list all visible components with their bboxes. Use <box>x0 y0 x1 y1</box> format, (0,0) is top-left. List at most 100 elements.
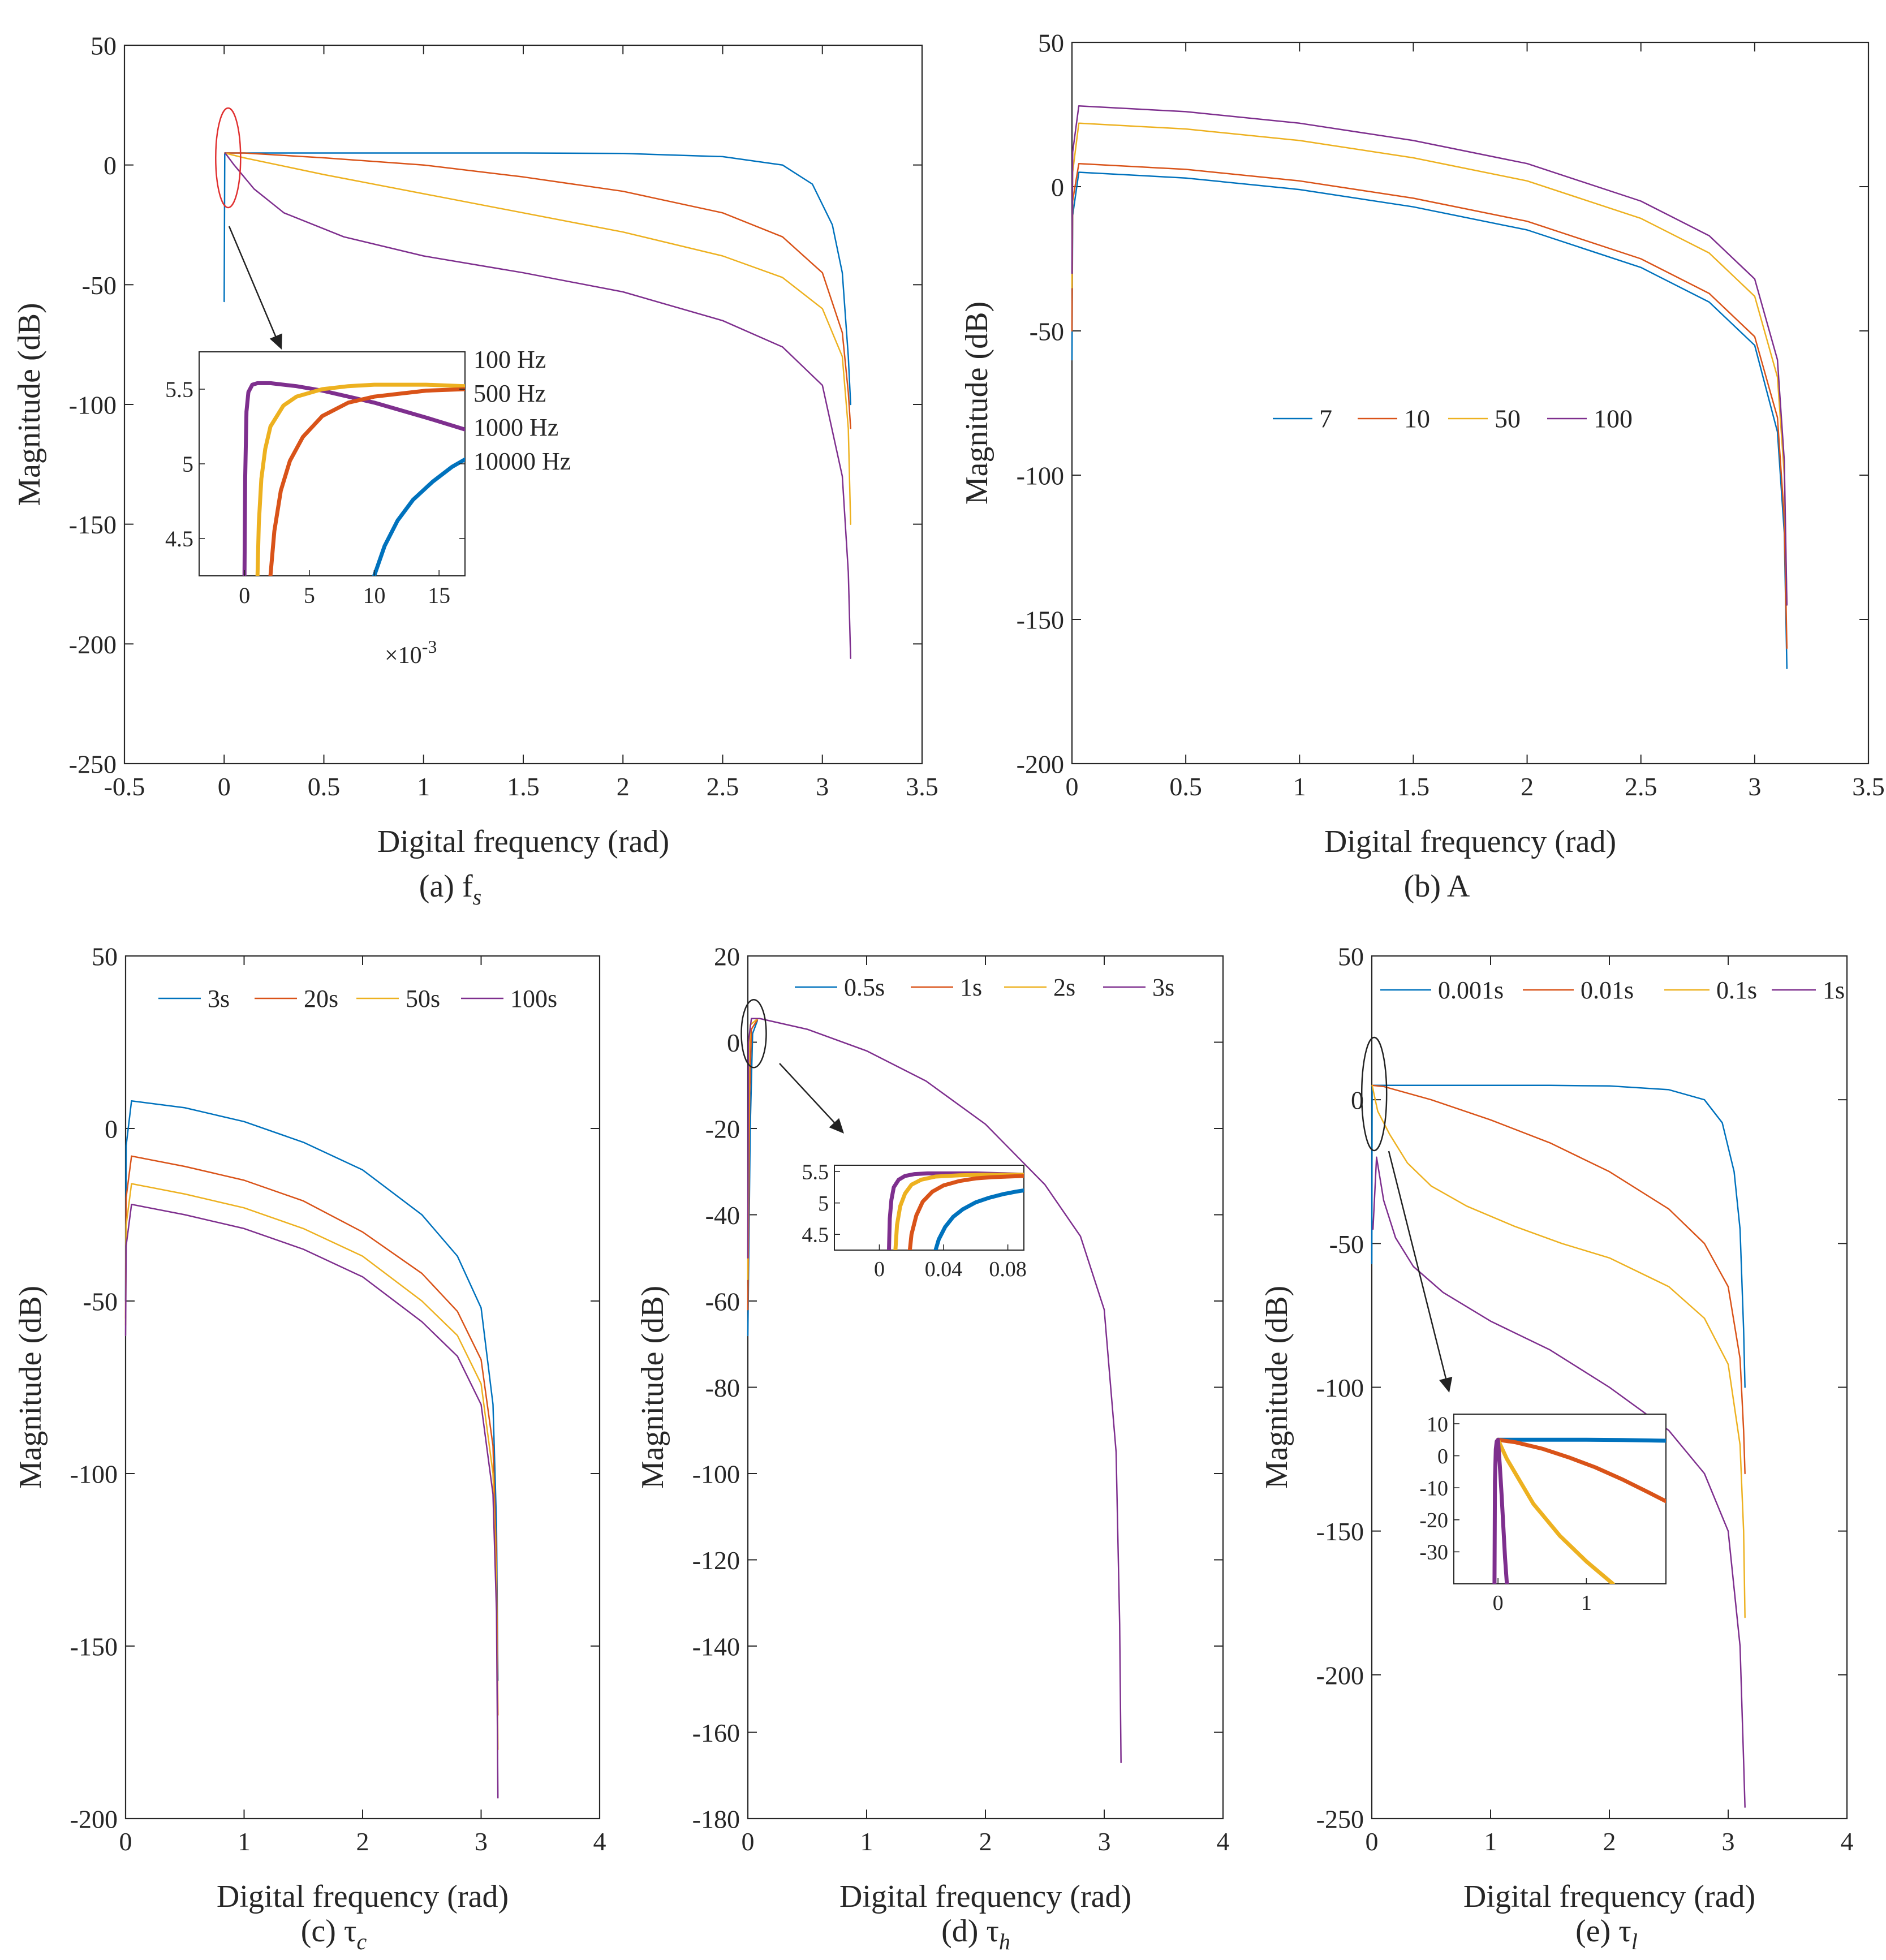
x-axis-label: Digital frequency (rad) <box>1324 824 1616 859</box>
inset-series-line <box>893 1173 1024 1250</box>
caption: (a) fs <box>419 869 481 910</box>
x-tick-label: 0.5 <box>308 772 341 801</box>
inset-y-tick-label: 0 <box>1437 1445 1448 1468</box>
inset-x-tick-label: 5 <box>304 583 315 608</box>
legend-label: 50s <box>406 985 440 1013</box>
x-tick-label: 4 <box>1841 1827 1854 1856</box>
series-line <box>223 152 851 406</box>
inset-y-tick-label: -20 <box>1419 1509 1448 1532</box>
series-line <box>1372 1156 1746 1808</box>
y-tick-label: -100 <box>70 1460 118 1489</box>
y-axis-label: Magnitude (dB) <box>13 1286 48 1489</box>
axes-box <box>1071 41 1870 765</box>
series-line <box>1071 105 1788 606</box>
inset-series-line <box>933 1188 1024 1250</box>
series-line <box>124 1100 499 1682</box>
y-tick-label: -150 <box>70 1632 118 1661</box>
x-tick-label: 3 <box>816 772 829 801</box>
legend-label: 10000 Hz <box>473 447 571 475</box>
inset-x-multiplier: ×10-3 <box>385 636 437 669</box>
zoom-highlight-ellipse <box>1360 1036 1388 1152</box>
legend-label: 100 <box>1594 404 1633 433</box>
x-tick-label: 0 <box>119 1827 132 1856</box>
panel-d: 0 1 2 3 4 -180 -160 -140 -120 -100 -80 -60 -40 -20 0 20… <box>635 942 1230 1954</box>
axes-box <box>124 955 601 1820</box>
series-line <box>1071 122 1788 606</box>
y-tick-label: -120 <box>692 1546 740 1575</box>
legend-label: 2s <box>1053 973 1075 1001</box>
legend-label: 7 <box>1319 404 1332 433</box>
y-tick-label: -250 <box>1316 1805 1364 1834</box>
inset-x-tick-label: 0 <box>874 1257 885 1281</box>
y-tick-label: -40 <box>705 1201 740 1230</box>
zoom-arrow-head <box>829 1118 844 1134</box>
y-axis-label: Magnitude (dB) <box>1259 1286 1294 1489</box>
y-tick-label: -200 <box>69 630 117 659</box>
y-tick-label: 0 <box>1051 173 1064 202</box>
zoom-highlight-ellipse <box>740 999 767 1069</box>
legend-label: 100 Hz <box>473 346 546 373</box>
x-tick-label: 1.5 <box>1397 772 1430 801</box>
x-axis-label: Digital frequency (rad) <box>1463 1879 1755 1914</box>
series-line <box>124 1183 499 1751</box>
legend: 0.5s 1s 2s 3s <box>795 973 1174 1001</box>
y-tick-label: -80 <box>705 1373 740 1402</box>
series-line <box>124 1203 499 1799</box>
y-tick-label: -100 <box>692 1460 740 1489</box>
panel-b: 0 0.5 1 1.5 2 2.5 3 3.5 -200 -150 -100 -50 0 50 Digita… <box>959 29 1885 904</box>
x-axis-label: Digital frequency (rad) <box>839 1879 1131 1914</box>
x-tick-label: 4 <box>1217 1827 1230 1856</box>
x-tick-label: 1 <box>860 1827 873 1856</box>
caption-subscript: h <box>999 1929 1010 1954</box>
inset-series-line <box>268 387 465 576</box>
caption: (d) τh <box>941 1914 1010 1954</box>
y-tick-label: -160 <box>692 1718 740 1747</box>
x-tick-label: 2.5 <box>1625 772 1657 801</box>
caption-main: (c) τ <box>301 1914 357 1949</box>
inset-x-tick-label: 0.04 <box>925 1257 963 1281</box>
inset-y-tick-label: 10 <box>1427 1412 1448 1436</box>
legend-label: 500 Hz <box>473 380 546 407</box>
legend: 3s 20s 50s 100s <box>158 985 557 1013</box>
inset-x-tick-label: 0 <box>1493 1591 1504 1615</box>
inset-series-line <box>1496 1437 1666 1443</box>
caption: (b) A <box>1404 869 1470 904</box>
zoom-arrow <box>779 1063 838 1126</box>
y-tick-label: 0 <box>1351 1086 1364 1115</box>
x-tick-label: 1 <box>1484 1827 1497 1856</box>
y-tick-label: -250 <box>69 750 117 779</box>
x-tick-label: 2 <box>617 772 630 801</box>
y-tick-label: 50 <box>92 942 118 971</box>
caption-main: (e) τ <box>1575 1914 1631 1949</box>
y-axis-label: Magnitude (dB) <box>12 303 47 506</box>
x-tick-label: 2 <box>1603 1827 1616 1856</box>
zoom-arrow <box>228 226 279 343</box>
y-tick-label: -50 <box>1030 317 1064 346</box>
y-tick-label: -200 <box>70 1805 118 1834</box>
y-tick-label: 50 <box>1038 29 1064 58</box>
series-line <box>1371 1084 1746 1388</box>
series-line <box>1071 162 1788 649</box>
y-tick-label: -50 <box>82 271 117 300</box>
series-line <box>747 1018 1122 1764</box>
legend-label: 0.01s <box>1581 976 1634 1004</box>
caption-main: (a) f <box>419 869 473 904</box>
inset-x-tick-label: 0 <box>239 583 250 608</box>
x-tick-label: 3.5 <box>906 772 938 801</box>
series-line <box>1371 1084 1746 1475</box>
x-tick-label: 1 <box>417 772 430 801</box>
x-tick-label: 0 <box>1066 772 1079 801</box>
series-line <box>224 152 851 659</box>
y-tick-label: -180 <box>692 1805 740 1834</box>
caption-subscript: s <box>473 884 482 910</box>
inset-series-line <box>255 382 465 576</box>
y-tick-label: 50 <box>91 32 117 61</box>
y-tick-label: -100 <box>1316 1373 1364 1402</box>
x-tick-label: 3.5 <box>1852 772 1885 801</box>
x-tick-label: 3 <box>1722 1827 1735 1856</box>
x-tick-label: 2.5 <box>707 772 739 801</box>
y-tick-label: 0 <box>727 1028 740 1057</box>
inset-series-line <box>1496 1437 1615 1584</box>
x-tick-label: -0.5 <box>104 772 145 801</box>
